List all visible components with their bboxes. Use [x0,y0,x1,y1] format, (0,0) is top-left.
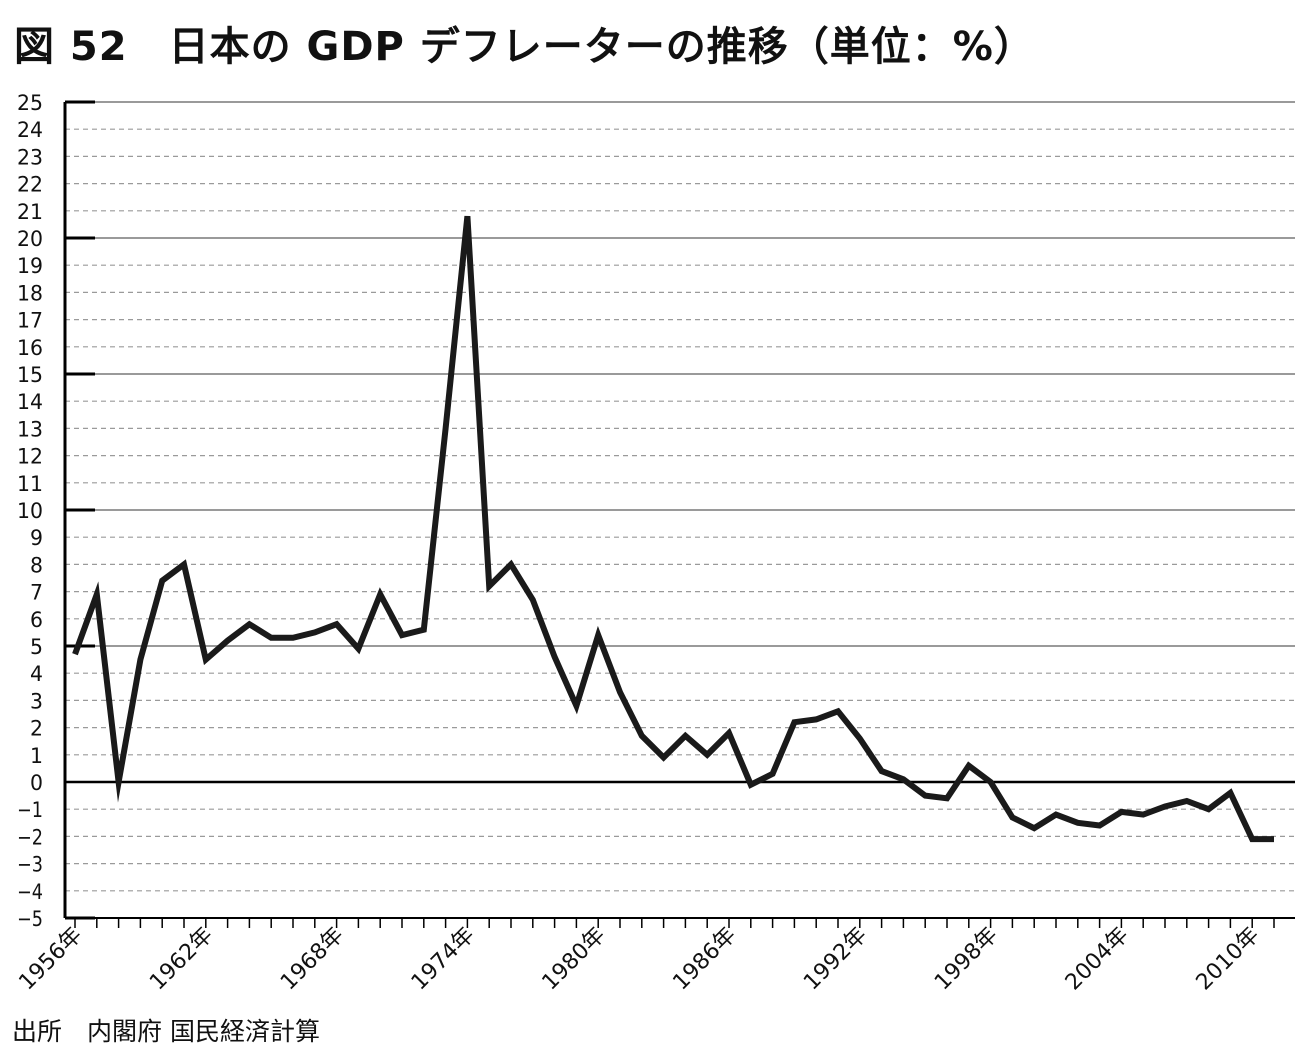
y-tick-label: 9 [30,526,43,550]
x-tick-label: 1980年 [538,923,611,996]
y-tick-label: 25 [17,91,43,115]
x-axis-ticks: 1956年 1962年 1968年 1974年 1980年 1986年 1992年 1998年… [14,918,1275,996]
y-tick-label: 17 [17,309,43,333]
x-tick-label: 1998年 [930,923,1003,996]
y-tick-label: −1 [17,798,43,822]
y-tick-label: 0 [30,771,43,795]
y-tick-label: 22 [17,173,43,197]
source-note: 出所 内閣府 国民経済計算 [12,1017,320,1046]
series-layer [72,215,1275,843]
y-tick-label: −3 [17,853,43,877]
y-tick-label: 2 [30,717,43,741]
y-tick-label: 8 [30,553,43,577]
y-tick-label: 4 [30,662,43,686]
y-tick-label: −2 [17,825,43,849]
x-tick-label: 1992年 [799,923,872,996]
x-tick-label: 1968年 [276,923,349,996]
x-tick-label: 2004年 [1061,923,1134,996]
y-tick-label: 18 [17,281,43,305]
grid-lines [65,100,1295,920]
y-tick-label: 20 [17,227,43,251]
y-tick-label: −5 [17,907,43,931]
axes [63,102,1295,919]
y-tick-label: 5 [30,635,43,659]
y-tick-label: 21 [17,200,43,224]
chart-title: 図 52 日本の GDP デフレーターの推移（単位：%） [14,24,1035,70]
y-tick-label: 23 [17,145,43,169]
y-tick-label: 16 [17,336,43,360]
x-tick-label: 1974年 [407,923,480,996]
x-tick-label: 1956年 [14,923,87,996]
series-line [72,215,1274,843]
y-tick-label: 11 [17,472,43,496]
y-tick-label: 19 [17,254,43,278]
y-tick-label: 14 [17,390,43,414]
y-axis-ticks: 2524232221201918171615141312111098765432… [17,91,43,931]
y-tick-label: 6 [30,608,43,632]
y-tick-label: 7 [30,581,43,605]
x-tick-label: 2010年 [1192,923,1265,996]
y-tick-label: 1 [30,744,43,768]
y-tick-label: 13 [17,417,43,441]
y-tick-label: 24 [17,118,43,142]
y-tick-label: 12 [17,445,43,469]
y-tick-label: 15 [17,363,43,387]
y-tick-label: 3 [30,689,43,713]
y-tick-label: −4 [17,880,43,904]
x-tick-label: 1962年 [145,923,218,996]
y-tick-label: 10 [17,499,43,523]
x-tick-label: 1986年 [668,923,741,996]
